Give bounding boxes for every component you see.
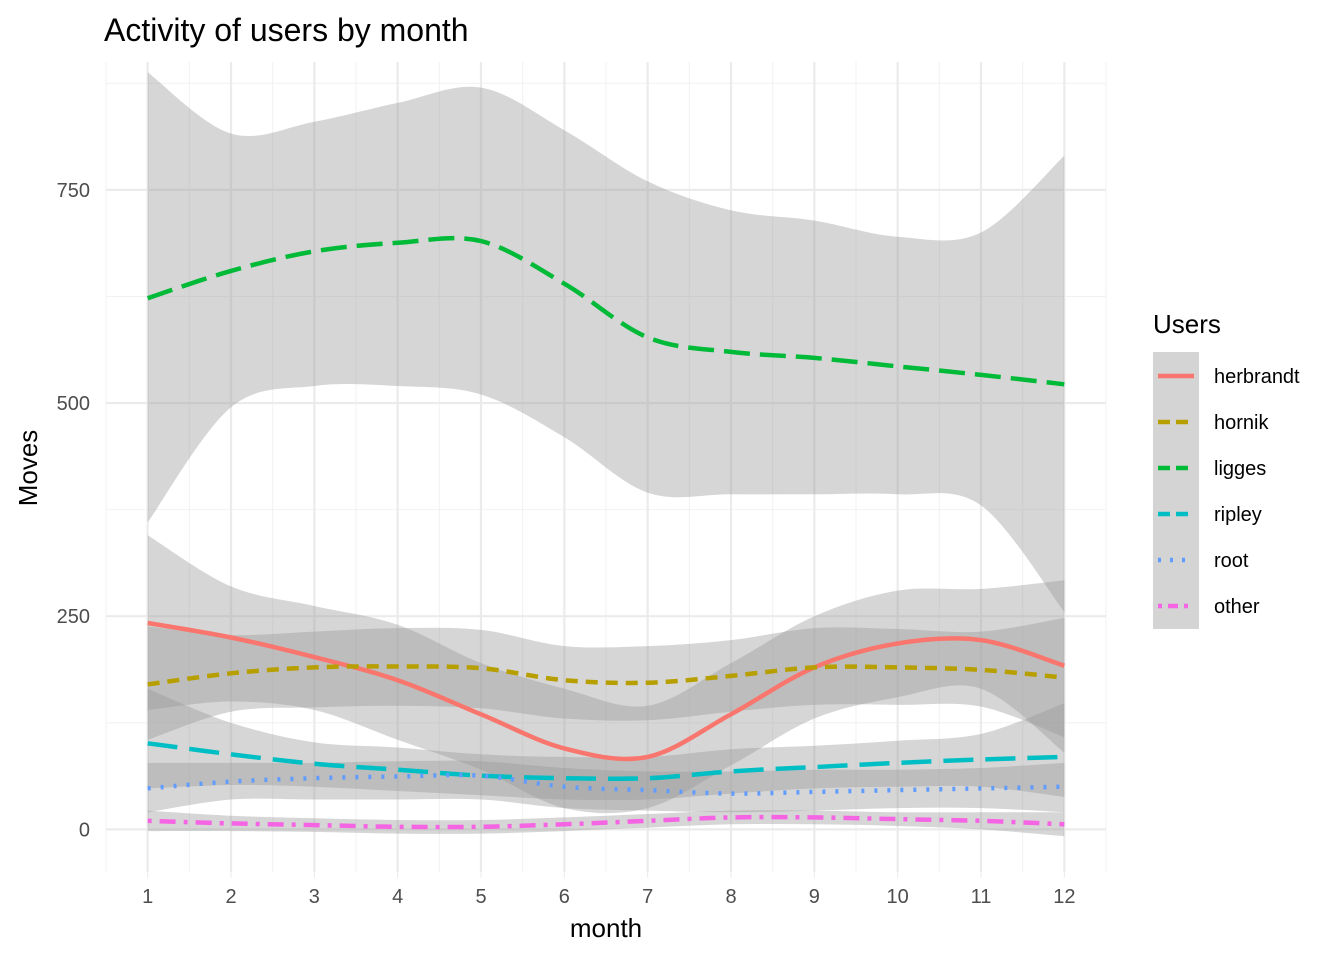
- legend-label-hornik: hornik: [1214, 412, 1269, 434]
- legend-label-herbrandt: herbrandt: [1214, 366, 1300, 388]
- y-tick-label: 250: [57, 606, 90, 628]
- confidence-ribbons: [147, 72, 1065, 837]
- series-line-other: [147, 814, 1065, 830]
- legend-items: herbrandt hornik ligges ripley root other: [1158, 366, 1300, 618]
- x-tick-label: 2: [225, 886, 236, 908]
- legend-label-ripley: ripley: [1214, 504, 1262, 526]
- ribbon-ligges: [147, 72, 1065, 612]
- series-line-ligges: [146, 235, 1065, 387]
- x-tick-label: 4: [392, 886, 403, 908]
- x-tick-label: 3: [309, 886, 320, 908]
- legend-label-other: other: [1214, 596, 1260, 618]
- legend: Users herbrandt hornik ligges ripley root oth…: [1153, 309, 1300, 629]
- legend-label-ligges: ligges: [1214, 458, 1266, 480]
- series-line-ripley: [147, 741, 1065, 782]
- x-axis-ticks: 1 2 3 4 5 6 7 8 9 10 11 12: [142, 872, 1075, 908]
- chart-title: Activity of users by month: [104, 12, 469, 48]
- x-tick-label: 1: [142, 886, 153, 908]
- x-axis-title: month: [570, 913, 642, 943]
- y-axis-ticks: 0 250 500 750: [57, 180, 90, 841]
- x-tick-label: 8: [725, 886, 736, 908]
- ribbon-hornik: [147, 617, 1065, 740]
- series-line-herbrandt: [147, 620, 1065, 762]
- x-tick-label: 6: [559, 886, 570, 908]
- series-lines: [146, 235, 1065, 830]
- ribbon-root: [147, 760, 1065, 813]
- x-tick-label: 5: [475, 886, 486, 908]
- y-tick-label: 500: [57, 393, 90, 415]
- grid-major: [106, 62, 1106, 872]
- y-tick-label: 750: [57, 180, 90, 202]
- legend-label-root: root: [1214, 550, 1249, 572]
- legend-title: Users: [1153, 309, 1221, 339]
- x-tick-label: 10: [887, 886, 909, 908]
- ribbon-ripley: [147, 688, 1065, 801]
- grid-minor: [105, 62, 1107, 872]
- x-tick-label: 12: [1053, 886, 1075, 908]
- legend-key-background: [1153, 352, 1199, 629]
- x-tick-label: 9: [809, 886, 820, 908]
- x-tick-label: 7: [642, 886, 653, 908]
- series-line-root: [147, 772, 1065, 796]
- x-tick-label: 11: [971, 886, 992, 908]
- y-axis-title: Moves: [13, 430, 43, 507]
- y-tick-label: 0: [79, 819, 90, 841]
- series-line-hornik: [147, 664, 1065, 687]
